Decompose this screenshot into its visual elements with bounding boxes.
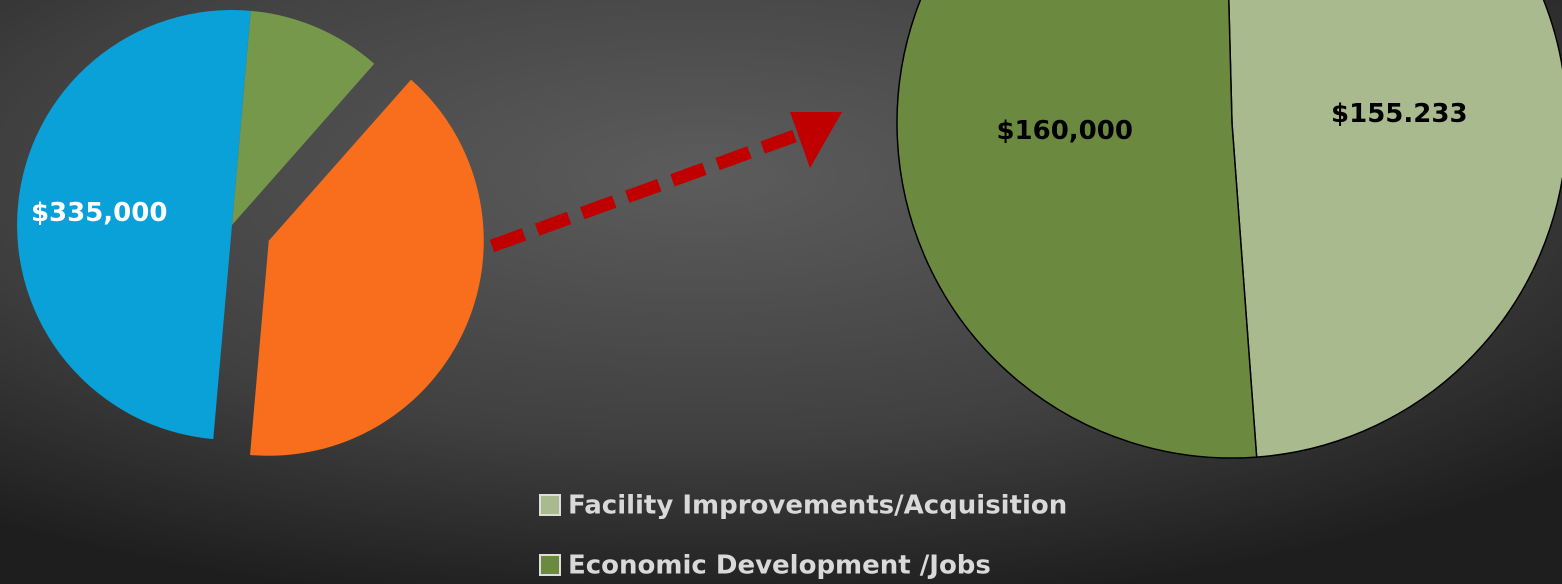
data-label: $335,000 <box>31 198 168 228</box>
pie-slice <box>896 0 1258 459</box>
pie-slice <box>232 10 375 225</box>
data-label: $160,000 <box>996 116 1133 146</box>
pie-slice <box>17 10 251 440</box>
legend-swatch <box>539 554 561 576</box>
legend-label: Facility Improvements/Acquisition <box>568 491 1067 521</box>
data-label: $155.233 <box>1331 99 1468 129</box>
pie-slice <box>250 79 484 456</box>
legend-label: Economic Development /Jobs <box>568 551 991 581</box>
pie-slice <box>1228 0 1562 458</box>
arrow <box>489 112 842 253</box>
legend-swatch <box>539 494 561 516</box>
